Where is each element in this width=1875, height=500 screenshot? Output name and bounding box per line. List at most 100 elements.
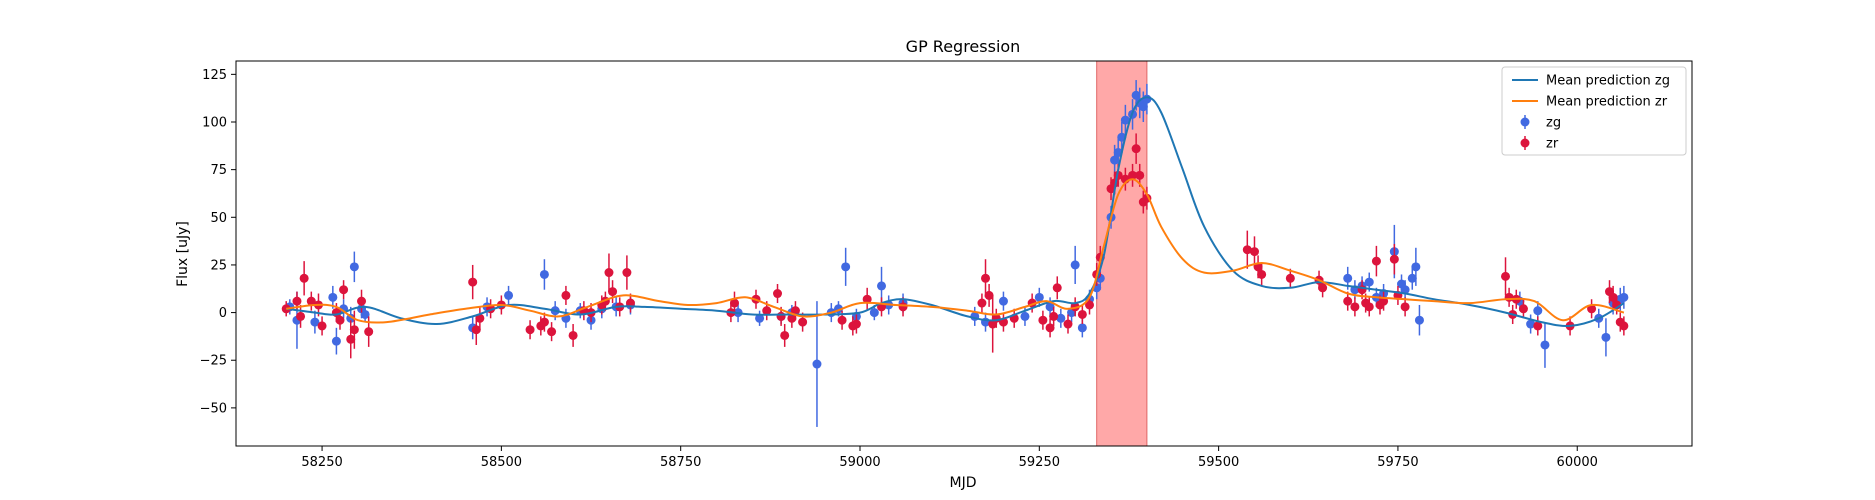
point-zr-11 [349, 325, 359, 335]
point-zr-4 [306, 296, 316, 306]
point-zg-2 [310, 317, 320, 327]
point-zr-72 [1128, 170, 1138, 180]
legend-entry-zr-label: zr [1546, 137, 1559, 152]
point-zg-48 [1110, 155, 1120, 165]
point-zr-2 [296, 311, 306, 321]
x-tick-label-4: 59250 [1019, 455, 1060, 470]
point-zg-39 [1045, 302, 1055, 312]
point-zr-99 [1518, 304, 1528, 314]
point-zr-49 [898, 302, 908, 312]
legend-entry-zg-swatch [1520, 117, 1530, 127]
chart-title: GP Regression [906, 37, 1021, 56]
point-zg-22 [755, 313, 765, 323]
point-zr-19 [525, 325, 535, 335]
point-zr-64 [1077, 309, 1087, 319]
point-zg-71 [1533, 306, 1543, 316]
point-zg-70 [1526, 319, 1536, 329]
point-zg-28 [841, 262, 851, 272]
point-zr-21 [539, 317, 549, 327]
point-zr-80 [1257, 269, 1267, 279]
axes-frame [235, 60, 1693, 447]
point-zg-37 [1020, 311, 1030, 321]
legend: Mean prediction zg Mean prediction zr zg zr [1501, 66, 1687, 156]
point-zr-81 [1285, 273, 1295, 283]
x-tick-label-3: 59000 [839, 455, 880, 470]
point-zr-38 [773, 289, 783, 299]
x-tick-label-7: 60000 [1557, 455, 1598, 470]
point-zr-9 [339, 285, 349, 295]
point-zg-25 [812, 359, 822, 369]
point-zr-50 [977, 298, 987, 308]
point-zr-10 [346, 334, 356, 344]
point-zg-7 [349, 262, 359, 272]
plot-contents [281, 61, 1629, 446]
point-zr-23 [561, 290, 571, 300]
point-zg-51 [1120, 115, 1130, 125]
point-zg-56 [1142, 94, 1152, 104]
point-zr-78 [1249, 247, 1259, 257]
point-zg-36 [998, 296, 1008, 306]
legend-entry-zg-label: zg [1546, 116, 1561, 131]
point-zg-12 [504, 290, 514, 300]
point-zg-9 [360, 309, 370, 319]
point-zr-35 [729, 298, 739, 308]
point-zg-72 [1540, 340, 1550, 350]
point-zg-13 [539, 269, 549, 279]
point-zr-88 [1364, 302, 1374, 312]
point-zg-42 [1070, 260, 1080, 270]
point-zg-3 [328, 292, 338, 302]
point-zr-74 [1135, 170, 1145, 180]
point-zr-6 [317, 321, 327, 331]
plot-area [235, 60, 1693, 447]
point-zr-62 [1063, 319, 1073, 329]
x-tick-label-6: 59750 [1377, 455, 1418, 470]
point-zr-37 [762, 306, 772, 316]
axis-ticks: 58250 58500 58750 59000 59250 59500 59750 60000… [200, 68, 1598, 470]
point-zg-31 [877, 281, 887, 291]
point-zr-60 [1049, 311, 1059, 321]
x-axis-label: MJD [950, 475, 977, 491]
point-zr-84 [1343, 296, 1353, 306]
y-tick-label-2: 0 [219, 306, 227, 321]
point-zr-16 [475, 313, 485, 323]
point-zg-57 [1343, 273, 1353, 283]
y-tick-label-4: 50 [210, 211, 227, 226]
y-tick-label-7: 125 [202, 68, 227, 83]
point-zg-53 [1131, 90, 1141, 100]
legend-entry-zg: zg [1520, 115, 1561, 131]
x-tick-label-2: 58750 [660, 455, 701, 470]
point-zg-66 [1407, 273, 1417, 283]
y-tick-label-1: −25 [200, 354, 227, 369]
legend-entry-mean-zr: Mean prediction zr [1512, 95, 1668, 110]
point-zg-30 [869, 308, 879, 318]
point-zr-65 [1085, 300, 1095, 310]
series-zr [281, 133, 1629, 359]
point-zr-32 [622, 268, 632, 278]
point-zr-107 [1619, 321, 1629, 331]
point-zg-40 [1056, 313, 1066, 323]
point-zr-29 [604, 268, 614, 278]
point-zr-52 [984, 290, 994, 300]
point-zr-100 [1533, 321, 1543, 331]
point-zr-15 [471, 325, 481, 335]
point-zr-85 [1350, 302, 1360, 312]
point-zg-38 [1034, 292, 1044, 302]
x-tick-label-0: 58250 [301, 455, 342, 470]
point-zr-89 [1371, 256, 1381, 266]
point-zg-65 [1400, 285, 1410, 295]
point-zr-30 [608, 287, 618, 297]
point-zr-46 [851, 319, 861, 329]
point-zg-4 [331, 336, 341, 346]
point-zr-24 [568, 330, 578, 340]
point-zr-41 [787, 313, 797, 323]
point-zg-43 [1077, 323, 1087, 333]
point-zr-42 [790, 306, 800, 316]
point-zr-61 [1052, 283, 1062, 293]
y-tick-label-5: 75 [210, 163, 227, 178]
point-zr-22 [547, 327, 557, 337]
legend-entry-mean-zr-label: Mean prediction zr [1546, 95, 1668, 110]
y-axis-label: Flux [uJy] [175, 221, 191, 287]
point-zr-77 [1242, 245, 1252, 255]
point-zr-73 [1131, 144, 1141, 154]
